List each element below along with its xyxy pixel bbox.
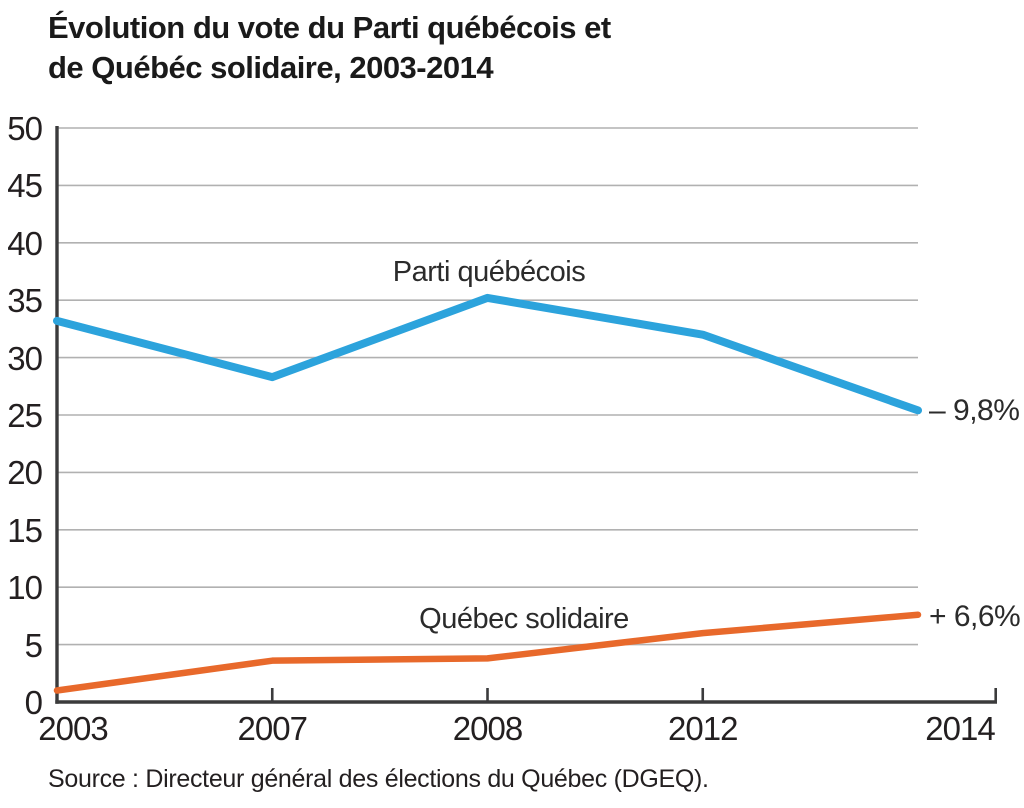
y-axis-tick-label: 35 xyxy=(7,282,43,320)
y-axis-tick-label: 20 xyxy=(7,454,43,492)
series-label-quebec-solidaire: Québec solidaire xyxy=(419,603,629,635)
y-axis-tick-label: 45 xyxy=(7,167,43,205)
qs-change-annotation: + 6,6% xyxy=(929,600,1021,633)
y-axis-tick-label: 30 xyxy=(7,339,43,377)
series-label-parti-quebecois: Parti québécois xyxy=(392,256,586,288)
chart-title: Évolution du vote du Parti québécois et d… xyxy=(48,8,611,88)
chart-title-line2: de Québéc solidaire, 2003-2014 xyxy=(48,50,494,85)
x-axis-tick-label: 2003 xyxy=(38,710,108,747)
x-axis-tick-label: 2007 xyxy=(237,710,308,747)
series-line-quebec-solidaire xyxy=(53,611,922,694)
y-axis-tick-label: 0 xyxy=(24,684,43,721)
source-note: Source : Directeur général des élections… xyxy=(48,765,709,793)
series-line-parti-quebecois xyxy=(53,293,922,415)
x-axis-tick-label: 2012 xyxy=(668,710,738,747)
y-axis-tick-label: 5 xyxy=(24,626,43,664)
x-axis-tick-label: 2008 xyxy=(452,710,523,747)
y-axis-tick-label: 10 xyxy=(7,569,43,607)
y-axis-tick-label: 15 xyxy=(7,511,43,549)
y-axis-tick-label: 50 xyxy=(7,110,43,147)
y-axis-tick-label: 25 xyxy=(7,397,43,434)
chart-title-line1: Évolution du vote du Parti québécois et xyxy=(48,10,611,45)
pq-change-annotation: – 9,8% xyxy=(929,394,1020,427)
y-axis-tick-label: 40 xyxy=(7,224,43,262)
x-axis-tick-label: 2014 xyxy=(925,710,995,747)
